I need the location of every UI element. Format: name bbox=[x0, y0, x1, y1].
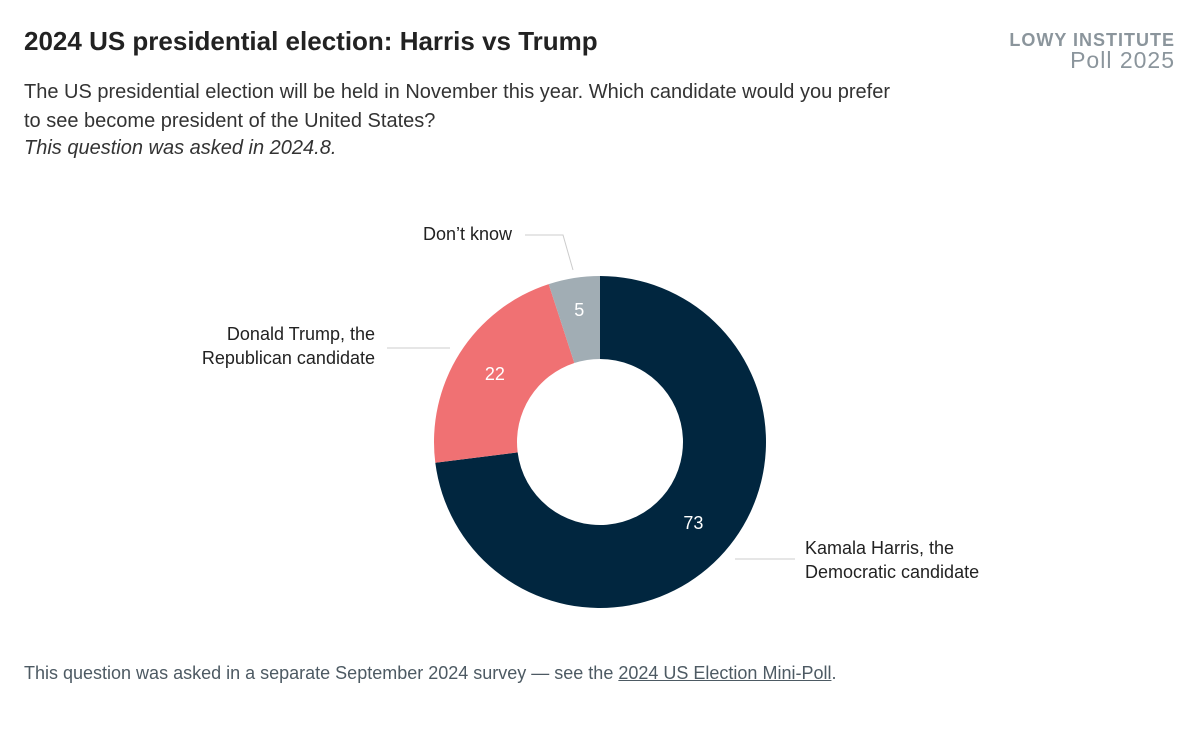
donut-slice bbox=[434, 284, 575, 463]
donut-slice bbox=[435, 276, 766, 608]
footer: This question was asked in a separate Se… bbox=[24, 663, 836, 684]
chart-title: 2024 US presidential election: Harris vs… bbox=[24, 26, 598, 56]
footer-link[interactable]: 2024 US Election Mini-Poll bbox=[618, 663, 832, 683]
chart-subtitle: The US presidential election will be hel… bbox=[24, 81, 891, 132]
value-label: 5 bbox=[574, 300, 584, 320]
leader-line bbox=[525, 234, 574, 271]
footer-suffix: . bbox=[831, 663, 837, 683]
brand-name: LOWY INSTITUTE bbox=[1009, 30, 1175, 50]
donut-slice bbox=[548, 276, 600, 364]
brand-subtitle: Poll 2025 bbox=[1070, 47, 1175, 73]
value-label: 22 bbox=[485, 364, 505, 384]
slice-label: Kamala Harris, the Democratic candidate bbox=[805, 538, 980, 582]
chart-note: This question was asked in 2024.8. bbox=[24, 137, 337, 159]
footer-text: This question was asked in a separate Se… bbox=[24, 663, 614, 683]
value-label: 73 bbox=[683, 513, 703, 533]
slice-label: Don’t know bbox=[422, 224, 512, 244]
slice-label: Donald Trump, the Republican candidate bbox=[201, 324, 375, 368]
